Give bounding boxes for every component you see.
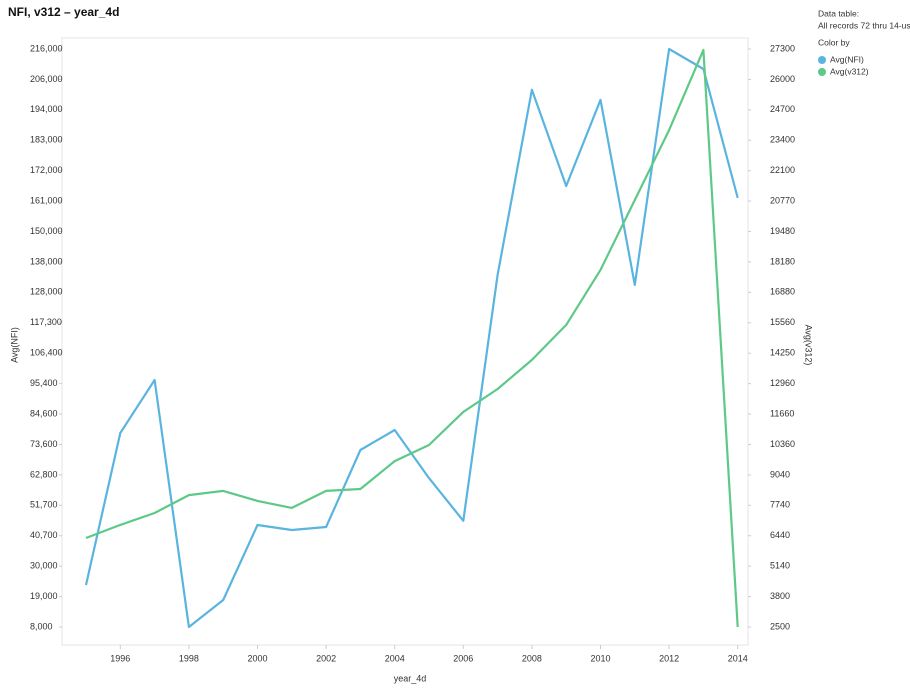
y-tick-label: 117,300 bbox=[30, 317, 62, 327]
y-tick-label: 194,000 bbox=[30, 104, 63, 114]
y-tick-label: 84,600 bbox=[30, 408, 58, 418]
y2-tick-label: 22100 bbox=[770, 165, 795, 175]
y-tick-label: 95,400 bbox=[30, 378, 58, 388]
y2-tick-label: 3800 bbox=[770, 591, 790, 601]
y-tick-label: 206,000 bbox=[30, 74, 63, 84]
y2-tick-label: 19480 bbox=[770, 226, 795, 236]
x-tick-label: 2012 bbox=[659, 653, 679, 663]
y-tick-label: 216,000 bbox=[30, 43, 63, 53]
y2-tick-label: 9040 bbox=[770, 469, 790, 479]
y-tick-label: 62,800 bbox=[30, 469, 58, 479]
y2-axis-label: Avg(v312) bbox=[804, 325, 814, 366]
y-tick-label: 128,000 bbox=[30, 287, 63, 297]
y2-tick-label: 26000 bbox=[770, 74, 795, 84]
x-axis-label: year_4d bbox=[394, 673, 427, 683]
y2-tick-label: 23400 bbox=[770, 135, 795, 145]
y2-tick-label: 18180 bbox=[770, 256, 795, 266]
y-tick-label: 51,700 bbox=[30, 500, 58, 510]
x-tick-label: 2004 bbox=[385, 653, 405, 663]
y-tick-label: 40,700 bbox=[30, 530, 58, 540]
plot-frame bbox=[61, 37, 749, 646]
chart-title: NFI, v312 – year_4d bbox=[8, 5, 119, 19]
legend-heading: Data table: bbox=[818, 8, 859, 18]
x-tick-label: 2002 bbox=[316, 653, 336, 663]
y2-tick-label: 2500 bbox=[770, 621, 790, 631]
y-tick-label: 73,600 bbox=[30, 439, 58, 449]
y2-tick-label: 7740 bbox=[770, 500, 790, 510]
y-tick-label: 19,000 bbox=[30, 591, 58, 601]
y2-tick-label: 15560 bbox=[770, 317, 795, 327]
y-tick-label: 183,000 bbox=[30, 135, 63, 145]
legend-label: Avg(v312) bbox=[830, 66, 869, 76]
legend-label: Avg(NFI) bbox=[830, 54, 864, 64]
y2-tick-label: 14250 bbox=[770, 348, 795, 358]
y-tick-label: 172,000 bbox=[30, 165, 63, 175]
y2-tick-label: 16880 bbox=[770, 287, 795, 297]
legend-swatch bbox=[818, 56, 826, 64]
legend-source: All records 72 thru 14-useabl bbox=[818, 20, 910, 30]
y-tick-label: 8,000 bbox=[30, 621, 53, 631]
legend-color-by: Color by bbox=[818, 37, 850, 47]
y2-tick-label: 24700 bbox=[770, 104, 795, 114]
series-line bbox=[85, 48, 739, 628]
y2-tick-label: 6440 bbox=[770, 530, 790, 540]
x-tick-label: 2008 bbox=[522, 653, 542, 663]
x-tick-label: 2006 bbox=[453, 653, 473, 663]
y2-tick-label: 5140 bbox=[770, 561, 790, 571]
y2-tick-label: 12960 bbox=[770, 378, 795, 388]
y2-tick-label: 11660 bbox=[770, 408, 794, 418]
x-tick-label: 1996 bbox=[110, 653, 130, 663]
y2-tick-label: 20770 bbox=[770, 195, 795, 205]
y2-tick-label: 10360 bbox=[770, 439, 795, 449]
y-tick-label: 106,400 bbox=[30, 348, 63, 358]
y-axis-label: Avg(NFI) bbox=[9, 327, 19, 363]
y-tick-label: 138,000 bbox=[30, 256, 63, 266]
x-tick-label: 2000 bbox=[247, 653, 267, 663]
x-tick-label: 2014 bbox=[728, 653, 748, 663]
x-tick-label: 1998 bbox=[179, 653, 199, 663]
legend-swatch bbox=[818, 68, 826, 76]
y-tick-label: 30,000 bbox=[30, 561, 58, 571]
y-tick-label: 161,000 bbox=[30, 195, 63, 205]
y-tick-label: 150,000 bbox=[30, 226, 63, 236]
series-line bbox=[84, 47, 739, 629]
x-tick-label: 2010 bbox=[590, 653, 610, 663]
y2-tick-label: 27300 bbox=[770, 43, 795, 53]
